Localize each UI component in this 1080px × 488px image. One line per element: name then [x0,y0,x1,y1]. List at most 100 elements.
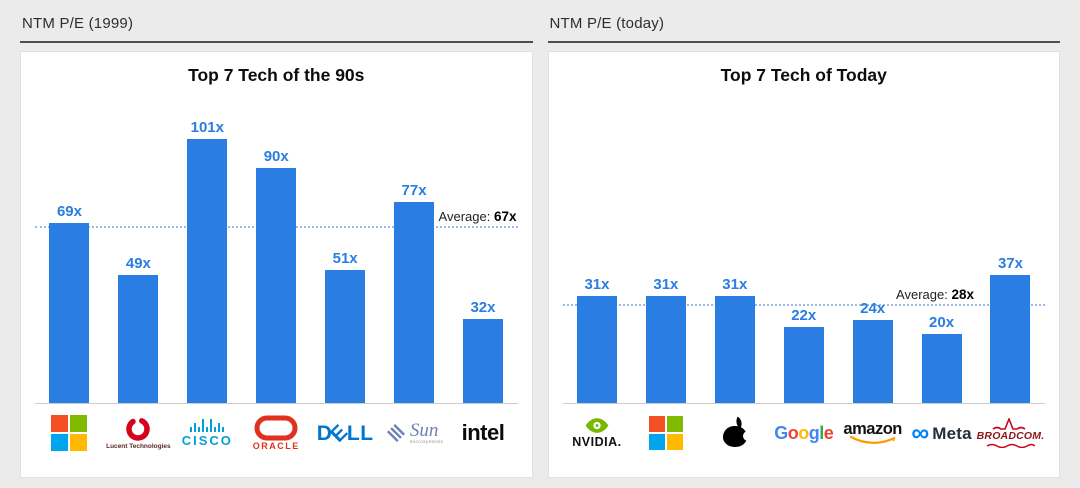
microsoft-square-green [666,416,683,432]
bar-column-apple: 31x [700,276,769,403]
bar-lucent [118,275,159,403]
google-letter: g [808,423,820,443]
google-logo: Google [769,424,838,442]
bar-value-broadcom: 37x [997,255,1023,273]
bar-nvidia [576,296,617,403]
bar-value-google: 22x [791,307,817,325]
apple-logo [700,416,769,448]
google-wordmark: Google [774,423,834,443]
cisco-wordmark: CISCO [181,433,233,448]
bar-column-lucent: 49x [104,255,173,403]
meta-logo: ∞ Meta [907,419,976,447]
nvidia-logo: NVIDIA. [563,417,632,449]
bar-cisco [187,139,228,403]
average-line-today: Average: 28x [562,287,1045,307]
sun-logo: Sun microsystems [380,421,449,445]
bar-sun [394,202,435,403]
panel-1999: NTM P/E (1999) Top 7 Tech of the 90s Ave… [20,12,533,478]
amazon-logo: amazon [838,421,907,446]
dell-letter-l2: L [360,421,374,445]
chart-title-1999: Top 7 Tech of the 90s [188,65,365,85]
bar-value-sun: 77x [401,182,427,200]
average-label-1999: Average: 67x [439,209,517,224]
bar-value-oracle: 90x [263,148,289,166]
dell-letter-d: D [316,421,333,445]
plot-area-1999: Average: 67x 69x 49x 101x [35,94,518,404]
bar-google [783,327,824,403]
bar-value-meta: 20x [929,314,955,331]
cisco-bridge-icon [190,419,225,432]
nvidia-wordmark: NVIDIA. [572,435,622,450]
logo-axis-today: NVIDIA. [563,404,1046,462]
amazon-wordmark: amazon [843,419,902,438]
bars-today: 31x 31x 31x 22x [563,94,1046,403]
microsoft-squares-icon [51,415,88,451]
bar-value-microsoft: 31x [653,276,679,294]
bar-column-intel: 32x [449,299,518,403]
bar-column-broadcom: 37x [976,255,1045,403]
dell-letter-l1: L [346,421,361,445]
microsoft-logo [631,416,700,450]
bar-dell [325,269,366,403]
bar-value-microsoft: 69x [56,202,82,220]
bar-amazon [852,320,893,403]
microsoft-square-red [51,415,69,432]
microsoft-square-red [648,416,665,432]
broadcom-wave-icon [987,444,1036,449]
bar-value-apple: 31x [722,276,748,294]
sun-microsystems-text: microsystems [409,439,444,445]
microsoft-square-blue [648,434,665,450]
microsoft-logo [35,415,104,451]
bar-value-lucent: 49x [125,255,151,273]
apple-body [722,426,747,447]
lucent-wordmark: Lucent Technologies [106,442,171,450]
average-value: 67x [493,209,517,225]
cisco-logo: CISCO [173,419,242,447]
bars-1999: 69x 49x 101x 90x [35,94,518,403]
logo-axis-1999: Lucent Technologies CISCO ORACLE [35,404,518,462]
broadcom-pulse-icon [993,417,1026,430]
bar-value-cisco: 101x [190,119,224,137]
meta-wordmark: Meta [932,423,972,443]
nvidia-eye-icon [585,418,609,434]
bar-value-intel: 32x [470,299,496,317]
google-letter: G [774,423,788,443]
average-label-today: Average: 28x [896,287,974,302]
plot-area-today: Average: 28x 31x 31x 31x [562,94,1046,404]
bar-column-google: 22x [769,307,838,403]
bar-column-oracle: 90x [242,148,311,403]
bar-column-dell: 51x [311,250,380,403]
bar-column-microsoft: 69x [35,203,104,403]
broadcom-wordmark: BROADCOM. [976,429,1045,442]
sun-diamond-icon [386,424,405,442]
bar-column-amazon: 24x [838,300,907,403]
amazon-smile-icon [849,436,896,445]
bar-value-nvidia: 31x [584,276,610,294]
sun-wordmark: Sun [409,420,439,442]
bar-value-dell: 51x [332,249,358,267]
oracle-o-icon [254,415,298,441]
google-letter: o [787,423,799,443]
bar-column-cisco: 101x [173,119,242,403]
oracle-logo: ORACLE [242,415,311,451]
google-letter: o [798,423,809,443]
bar-microsoft [49,222,90,403]
microsoft-square-yellow [70,434,88,451]
chart-card-today: Top 7 Tech of Today Average: 28x 31x 31x [547,51,1060,478]
bar-column-meta: 20x [907,314,976,403]
microsoft-square-yellow [666,434,683,450]
lucent-ring-icon [126,417,151,441]
google-letter: e [823,423,834,443]
meta-infinity-icon: ∞ [911,419,930,447]
bar-intel [462,319,503,403]
panel-header-today: NTM P/E (today) [547,12,1060,43]
bar-column-nvidia: 31x [563,276,632,403]
bar-meta [921,334,962,403]
google-letter: l [819,423,824,443]
broadcom-logo: BROADCOM. [976,417,1045,449]
chart-card-1999: Top 7 Tech of the 90s Average: 67x 69x 4… [20,51,533,478]
bar-column-sun: 77x [380,182,449,403]
